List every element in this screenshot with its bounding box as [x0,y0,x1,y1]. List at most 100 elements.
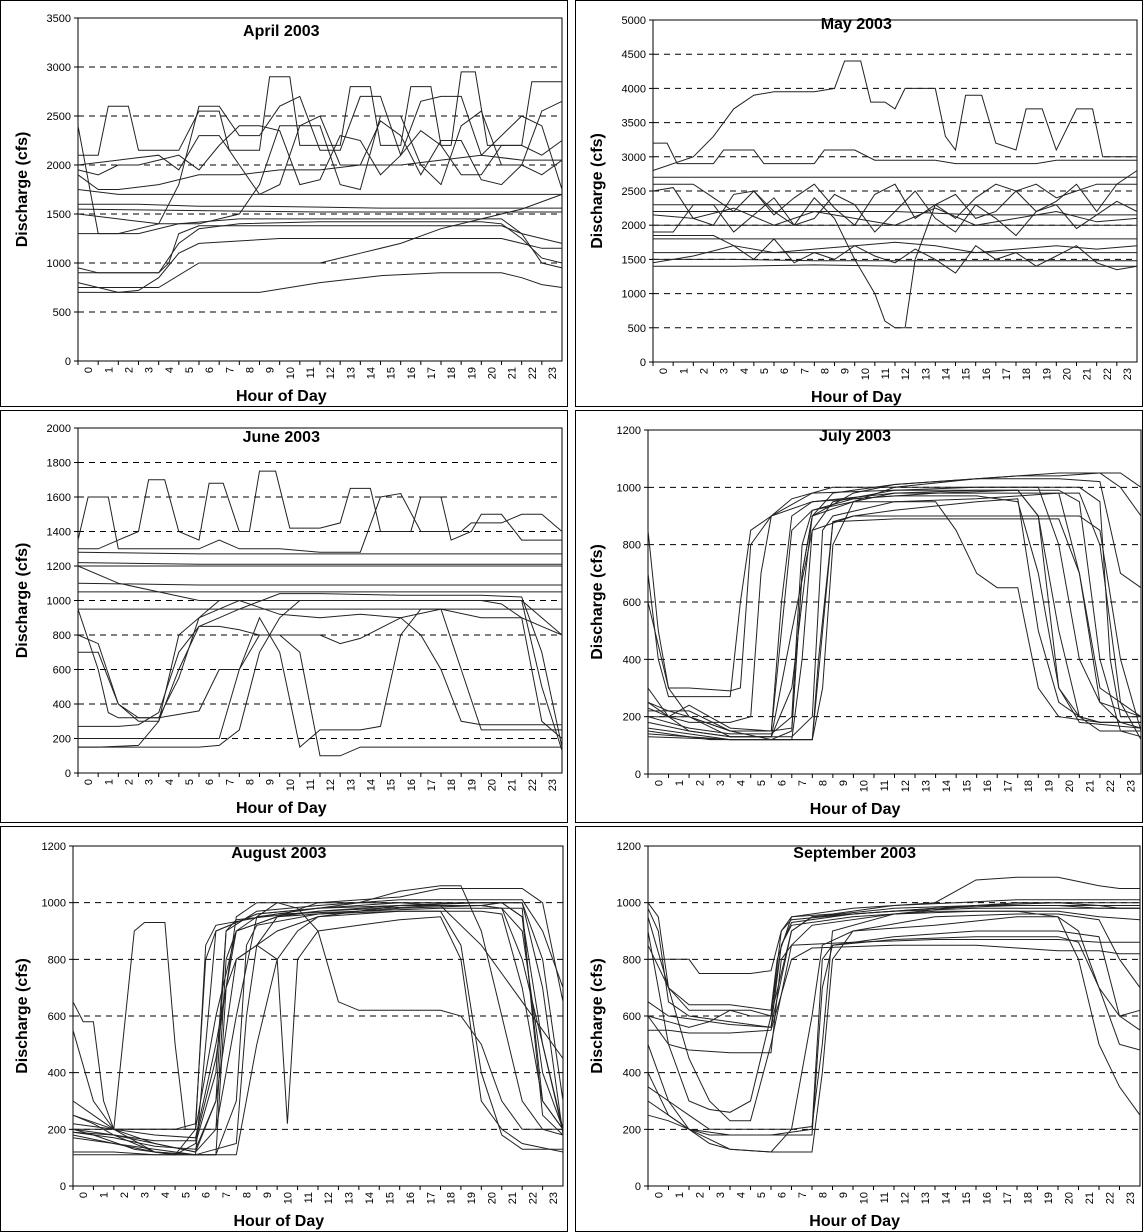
april-2003-series-line-5 [77,208,562,213]
april-2003-series-line-6 [77,189,562,195]
april-2003-series-line-2 [78,71,562,156]
july-2003-x-tick-label: 15 [961,780,973,792]
june-2003-x-tick-label: 12 [325,779,337,791]
july-2003-x-tick-label: 6 [777,780,789,786]
june-2003-y-tick-label: 400 [53,699,71,711]
june-2003-y-tick-label: 1200 [47,561,71,573]
september-2003-series-line-4 [648,876,1140,974]
august-2003-x-tick-label: 22 [527,1192,539,1204]
august-2003-x-tick-label: 21 [507,1192,519,1204]
june-2003-x-tick-label: 3 [144,779,156,785]
june-2003-y-tick-label: 1800 [47,458,71,470]
july-2003-y-tick-label: 1200 [617,425,641,437]
june-2003-x-tick-label: 22 [527,779,539,791]
september-2003-x-tick-label: 6 [776,1192,788,1198]
april-2003-x-tick-label: 1 [103,367,115,373]
may-2003-x-tick-label: 19 [1041,368,1053,380]
june-2003-series-line-16 [77,565,563,636]
may-2003-x-tick-label: 5 [759,368,771,374]
june-2003-y-axis-title: Discharge (cfs) [14,543,31,659]
september-2003-x-tick-label: 20 [1063,1192,1075,1204]
may-2003-x-tick-label: 23 [1122,368,1134,380]
june-2003-x-tick-label: 9 [265,779,277,785]
august-2003-series-line-8 [72,902,564,1156]
may-2003-x-tick-label: 22 [1102,368,1114,380]
september-2003-series-line-15 [647,902,1140,1130]
june-2003-x-tick-label: 18 [446,779,458,791]
april-2003-series-line-1 [77,154,562,190]
april-2003-y-tick-label: 1500 [47,209,71,221]
august-2003-y-axis-title: Discharge (cfs) [14,958,31,1074]
april-2003-x-tick-label: 17 [426,367,438,379]
april-2003-x-tick-label: 13 [345,367,357,379]
july-2003-x-tick-label: 20 [1064,780,1076,792]
may-2003-x-tick-label: 15 [961,368,973,380]
may-2003-x-tick-label: 17 [1001,368,1013,380]
may-2003-x-tick-label: 21 [1082,368,1094,380]
july-2003-x-tick-label: 23 [1126,780,1138,792]
may-2003-x-tick-label: 1 [678,368,690,374]
august-2003-y-tick-label: 200 [48,1124,66,1136]
may-2003-y-axis-title: Discharge (cfs) [589,133,606,249]
may-2003-series-line-13 [653,264,1137,267]
april-2003-x-tick-label: 8 [244,367,256,373]
may-2003-series-line-16 [653,190,1138,237]
may-2003-series-line-2 [653,142,1137,165]
july-2003-x-tick-label: 4 [735,780,747,786]
september-2003-x-tick-label: 21 [1084,1192,1096,1204]
may-2003-y-tick-label: 5000 [622,15,646,27]
june-2003-x-tick-label: 13 [345,779,357,791]
may-2003-y-tick-label: 1000 [622,289,646,301]
june-2003-x-tick-label: 0 [83,779,95,785]
july-2003-x-tick-label: 21 [1085,780,1097,792]
may-2003-x-tick-label: 10 [860,368,872,380]
july-2003-x-tick-label: 1 [674,780,686,786]
july-2003-x-tick-label: 5 [756,780,768,786]
august-2003-x-tick-label: 1 [99,1192,111,1198]
june-2003-series-line-3 [77,551,562,555]
june-2003-x-tick-label: 1 [103,779,115,785]
may-2003-x-tick-label: 18 [1021,368,1033,380]
may-2003-x-tick-label: 3 [719,368,731,374]
april-2003-y-tick-label: 0 [65,356,71,368]
august-2003-x-tick-label: 3 [139,1192,151,1198]
august-2003-x-tick-label: 2 [119,1192,131,1198]
may-2003-series-line-1 [652,60,1137,171]
september-2003-x-tick-label: 22 [1104,1192,1116,1204]
april-2003-series-line-4 [78,203,562,209]
april-2003-series-line-7 [78,218,563,269]
july-2003-y-tick-label: 400 [623,654,641,666]
july-2003-series-line-2 [647,489,1141,723]
april-2003-x-tick-label: 15 [386,367,398,379]
april-2003-x-tick-label: 10 [285,367,297,379]
august-2003-x-tick-label: 20 [487,1192,499,1204]
april-2003-chart-title: April 2003 [243,23,320,40]
june-2003-x-tick-label: 14 [365,779,377,791]
july-2003-x-tick-label: 8 [818,780,830,786]
august-2003-x-tick-label: 9 [262,1192,274,1198]
september-2003-series-line-11 [647,905,1140,1113]
september-2003-x-tick-label: 9 [838,1192,850,1198]
june-2003-y-tick-label: 600 [53,665,71,677]
april-2003-series-line-10 [77,238,562,293]
june-2003-x-tick-label: 17 [426,779,438,791]
september-2003-x-tick-label: 2 [694,1192,706,1198]
august-2003-y-tick-label: 400 [48,1068,66,1080]
june-2003-y-tick-label: 800 [53,630,71,642]
august-2003-x-tick-label: 11 [303,1192,315,1203]
august-2003-x-tick-label: 15 [384,1192,396,1204]
july-2003-x-tick-label: 17 [1002,780,1014,792]
april-2003-x-tick-label: 19 [466,367,478,379]
june-2003-x-tick-label: 5 [184,779,196,785]
april-2003-x-tick-label: 23 [547,367,559,379]
april-2003-plot-area [77,17,563,362]
august-2003-x-tick-label: 16 [405,1192,417,1204]
july-2003-x-axis-title: Hour of Day [810,801,901,818]
july-2003-y-axis-title: Discharge (cfs) [589,544,606,660]
august-2003-x-tick-label: 6 [201,1192,213,1198]
august-2003-x-tick-label: 7 [221,1192,233,1198]
august-2003-x-tick-label: 10 [282,1192,294,1204]
june-2003-series-line-6 [77,582,562,586]
august-2003-x-tick-label: 0 [78,1192,90,1198]
